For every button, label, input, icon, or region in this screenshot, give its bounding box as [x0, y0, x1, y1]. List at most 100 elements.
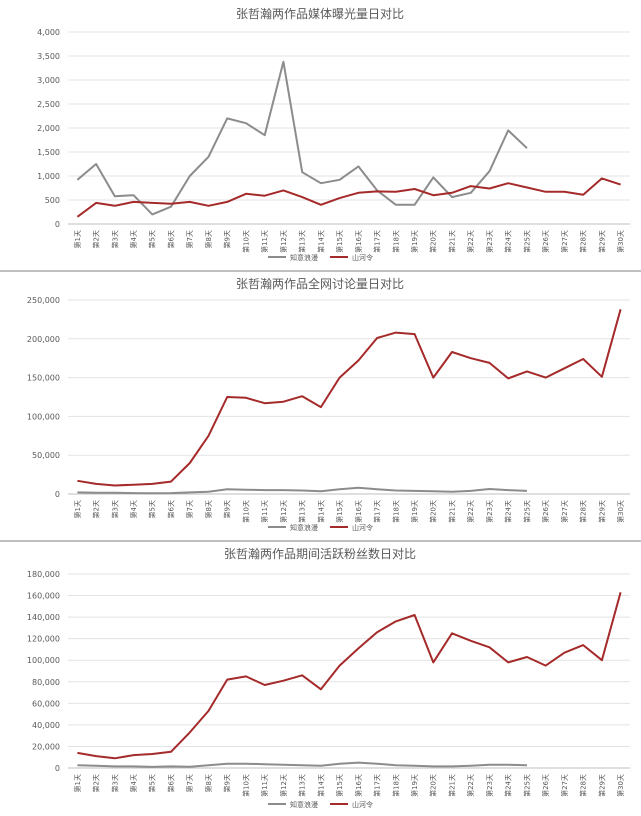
chart-panel-discussion: 张哲瀚两作品全网讨论量日对比 0 50,000 100,000 150,000 200,0…: [0, 272, 641, 540]
chart-title: 张哲瀚两作品媒体曝光量日对比: [236, 6, 404, 21]
x-tick-label: 第7天: [185, 774, 194, 792]
x-tick-label: 第18天: [391, 500, 400, 523]
x-tick-label: 第6天: [166, 230, 175, 248]
x-tick-label: 第28天: [579, 774, 588, 797]
x-tick-label: 第24天: [504, 500, 513, 523]
x-tick-label: 第28天: [579, 500, 588, 523]
x-tick-label: 第9天: [223, 500, 232, 518]
x-tick-label: 第20天: [429, 230, 438, 253]
y-tick-label: 2,500: [37, 100, 60, 109]
x-tick-label: 第3天: [110, 774, 119, 792]
x-tick-label: 第2天: [92, 774, 101, 792]
x-tick-label: 第3天: [110, 500, 119, 518]
x-tick-label: 第16天: [354, 500, 363, 523]
x-tick-label: 第14天: [316, 500, 325, 523]
x-tick-label: 第13天: [298, 774, 307, 797]
x-tick-label: 第16天: [354, 230, 363, 253]
panel-divider: [0, 270, 641, 272]
x-tick-label: 第7天: [185, 230, 194, 248]
x-tick-label: 第26天: [541, 230, 550, 253]
discussion-volume-chart: 张哲瀚两作品全网讨论量日对比 0 50,000 100,000 150,000 200,0…: [27, 276, 630, 532]
x-tick-label: 第8天: [204, 500, 213, 518]
x-tick-label: 第25天: [522, 774, 531, 797]
x-tick-label: 第8天: [204, 774, 213, 792]
x-tick-label: 第24天: [504, 230, 513, 253]
x-tick-label: 第17天: [373, 500, 382, 523]
x-tick-label: 第15天: [335, 500, 344, 523]
x-tick-label: 第22天: [466, 500, 475, 523]
chart-panel-active-fans: 张哲瀚两作品期间活跃粉丝数日对比 0 20,000 40,000 60,000 80,00…: [0, 542, 641, 812]
x-tick-label: 第30天: [616, 774, 625, 797]
y-tick-label: 3,500: [37, 52, 60, 61]
x-tick-label: 第12天: [279, 230, 288, 253]
y-tick-label: 200,000: [27, 335, 60, 344]
x-tick-label: 第26天: [541, 774, 550, 797]
x-tick-label: 第27天: [560, 500, 569, 523]
x-tick-label: 第22天: [466, 230, 475, 253]
legend-label: 山河令: [352, 800, 373, 809]
x-tick-label: 第10天: [241, 774, 250, 797]
x-tick-label: 第19天: [410, 774, 419, 797]
x-tick-label: 第15天: [335, 774, 344, 797]
x-tick-label: 第13天: [298, 500, 307, 523]
x-tick-label: 第11天: [260, 230, 269, 253]
legend-label: 知意浪漫: [290, 253, 318, 262]
series-line-shanheling: [76, 177, 621, 218]
x-tick-label: 第29天: [597, 774, 606, 797]
x-tick-label: 第17天: [373, 774, 382, 797]
y-tick-label: 0: [55, 220, 60, 229]
y-tick-label: 0: [55, 764, 60, 773]
x-tick-label: 第5天: [148, 500, 157, 518]
x-tick-label: 第1天: [73, 774, 82, 792]
x-tick-label: 第27天: [560, 230, 569, 253]
x-tick-label: 第23天: [485, 774, 494, 797]
x-tick-label: 第18天: [391, 230, 400, 253]
x-tick-label: 第4天: [129, 500, 138, 518]
series-line-shanheling: [77, 592, 622, 760]
y-tick-label: 120,000: [27, 635, 60, 644]
x-tick-label: 第9天: [223, 230, 232, 248]
x-tick-label: 第20天: [429, 774, 438, 797]
y-tick-label: 0: [55, 490, 60, 499]
x-tick-label: 第14天: [316, 230, 325, 253]
x-tick-label: 第18天: [391, 774, 400, 797]
y-tick-label: 160,000: [27, 592, 60, 601]
x-tick-label: 第29天: [597, 230, 606, 253]
x-tick-label: 第13天: [298, 230, 307, 253]
x-tick-label: 第23天: [485, 500, 494, 523]
x-tick-label: 第30天: [616, 500, 625, 523]
x-tick-label: 第8天: [204, 230, 213, 248]
legend-label: 山河令: [352, 253, 373, 262]
legend-label: 知意浪漫: [290, 523, 318, 532]
x-tick-label: 第12天: [279, 500, 288, 523]
y-tick-label: 100,000: [27, 412, 60, 421]
y-tick-label: 150,000: [27, 374, 60, 383]
y-tick-label: 1,500: [37, 148, 60, 157]
legend-label: 知意浪漫: [290, 800, 318, 809]
x-tick-label: 第25天: [522, 500, 531, 523]
chart-title: 张哲瀚两作品全网讨论量日对比: [236, 276, 404, 291]
series-line-shanheling: [77, 309, 622, 487]
x-tick-label: 第3天: [110, 230, 119, 248]
x-tick-label: 第26天: [541, 500, 550, 523]
x-tick-label: 第21天: [447, 230, 456, 253]
x-tick-label: 第16天: [354, 774, 363, 797]
y-tick-label: 50,000: [32, 451, 60, 460]
chart-panel-media-exposure: 张哲瀚两作品媒体曝光量日对比 0 500 1,000 1,500 2,000 2,500 3,…: [0, 0, 641, 270]
x-tick-label: 第19天: [410, 230, 419, 253]
x-tick-label: 第28天: [579, 230, 588, 253]
x-tick-label: 第25天: [522, 230, 531, 253]
y-tick-label: 250,000: [27, 296, 60, 305]
x-tick-label: 第20天: [429, 500, 438, 523]
x-tick-label: 第19天: [410, 500, 419, 523]
x-tick-label: 第4天: [129, 230, 138, 248]
y-tick-label: 40,000: [32, 721, 60, 730]
y-tick-label: 2,000: [37, 124, 60, 133]
media-exposure-chart: 张哲瀚两作品媒体曝光量日对比 0 500 1,000 1,500 2,000 2,500 3,…: [37, 6, 630, 262]
panel-divider: [0, 540, 641, 542]
x-tick-label: 第10天: [241, 500, 250, 523]
x-tick-label: 第2天: [92, 230, 101, 248]
x-tick-label: 第21天: [447, 774, 456, 797]
x-tick-label: 第14天: [316, 774, 325, 797]
y-tick-label: 1,000: [37, 172, 60, 181]
